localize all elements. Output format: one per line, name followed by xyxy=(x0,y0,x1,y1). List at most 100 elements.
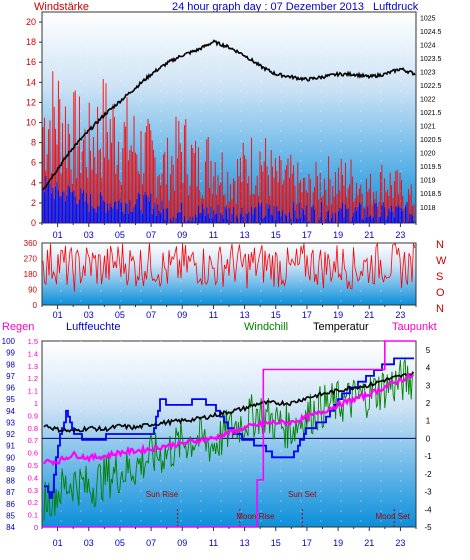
humidity-axis-tick-92: 92 xyxy=(6,430,15,439)
p2-x-tick-label-17: 17 xyxy=(302,310,312,320)
humidity-axis-tick-100: 100 xyxy=(2,337,16,346)
pressure-axis-tick-1019: 1019 xyxy=(420,178,436,185)
p3-x-tick-label-13: 13 xyxy=(240,538,250,548)
humidity-line xyxy=(44,357,414,499)
wind-axis-tick-20: 20 xyxy=(26,17,36,27)
p3-x-tick-label-05: 05 xyxy=(115,538,125,548)
rain-axis-tick-1: 1 xyxy=(34,399,38,408)
dir-axis-tick-360: 360 xyxy=(24,239,38,248)
wind-axis-tick-2: 2 xyxy=(31,198,36,208)
temp-axis-tick--2: -2 xyxy=(424,470,432,479)
p3-x-tick-label-03: 03 xyxy=(84,538,94,548)
temp-axis-tick-4: 4 xyxy=(426,364,431,373)
p1-x-tick-label-05: 05 xyxy=(115,230,125,240)
compass-label-3: O xyxy=(436,287,445,299)
pressure-axis-tick-1022.5: 1022.5 xyxy=(420,83,442,90)
p2-x-tick-label-05: 05 xyxy=(115,310,125,320)
humidity-axis-tick-89: 89 xyxy=(6,465,15,474)
humidity-axis-tick-96: 96 xyxy=(6,384,15,393)
p1-x-tick-label-01: 01 xyxy=(53,230,63,240)
rain-axis-tick-1.5: 1.5 xyxy=(28,337,38,346)
wind-axis-tick-10: 10 xyxy=(26,118,36,128)
wind-axis-tick-16: 16 xyxy=(26,57,36,67)
p2-x-tick-label-09: 09 xyxy=(177,310,187,320)
rain-axis-tick-0.6: 0.6 xyxy=(28,449,38,458)
wind-axis-tick-6: 6 xyxy=(31,158,36,168)
humidity-axis-tick-95: 95 xyxy=(6,395,15,404)
p2-x-tick-label-03: 03 xyxy=(84,310,94,320)
legend-luftfeuchte: Luftfeuchte xyxy=(66,321,120,333)
compass-label-0: N xyxy=(436,239,444,251)
dir-axis-tick-270: 270 xyxy=(24,255,38,264)
humidity-axis-tick-99: 99 xyxy=(6,349,15,358)
humidity-axis-tick-84: 84 xyxy=(6,523,15,532)
humidity-axis-tick-88: 88 xyxy=(6,477,15,486)
p3-x-tick-label-11: 11 xyxy=(209,538,218,548)
humidity-axis-tick-94: 94 xyxy=(6,407,15,416)
pressure-axis-tick-1024: 1024 xyxy=(420,42,436,49)
p3-x-tick-label-07: 07 xyxy=(146,538,156,548)
humidity-axis-tick-86: 86 xyxy=(6,500,15,509)
pressure-axis-tick-1020.5: 1020.5 xyxy=(420,137,442,144)
temp-axis-tick-3: 3 xyxy=(426,381,431,390)
p3-x-tick-label-09: 09 xyxy=(177,538,187,548)
legend-regen: Regen xyxy=(2,321,34,333)
temperature-line xyxy=(43,371,414,434)
humidity-axis-tick-93: 93 xyxy=(6,418,15,427)
wind-axis-tick-0: 0 xyxy=(31,218,36,228)
rain-axis-tick-0.5: 0.5 xyxy=(28,461,38,470)
p3-x-tick-label-15: 15 xyxy=(271,538,281,548)
rain-axis-tick-0.1: 0.1 xyxy=(28,511,38,520)
p2-x-tick-label-23: 23 xyxy=(395,310,405,320)
dir-axis-tick-0: 0 xyxy=(33,301,38,310)
compass-label-4: N xyxy=(436,303,444,315)
wind-axis-tick-18: 18 xyxy=(26,37,36,47)
compass-label-2: S xyxy=(436,271,443,283)
pressure-axis-tick-1018: 1018 xyxy=(420,205,436,212)
p2-x-tick-label-11: 11 xyxy=(209,310,218,320)
p3-x-tick-label-17: 17 xyxy=(302,538,312,548)
humidity-axis-tick-98: 98 xyxy=(6,360,15,369)
p2-x-tick-label-21: 21 xyxy=(364,310,374,320)
temp-axis-tick--4: -4 xyxy=(424,505,432,514)
rain-axis-tick-0.2: 0.2 xyxy=(28,498,38,507)
rain-axis-tick-0.7: 0.7 xyxy=(28,436,38,445)
p1-x-tick-label-15: 15 xyxy=(271,230,281,240)
temp-axis-tick-2: 2 xyxy=(426,399,431,408)
p1-x-tick-label-21: 21 xyxy=(364,230,374,240)
rain-axis-tick-1.3: 1.3 xyxy=(28,362,38,371)
humidity-axis-tick-97: 97 xyxy=(6,372,15,381)
wind-axis-tick-4: 4 xyxy=(31,178,36,188)
p1-x-tick-label-17: 17 xyxy=(302,230,312,240)
humidity-axis-tick-90: 90 xyxy=(6,453,15,462)
p1-x-tick-label-09: 09 xyxy=(177,230,187,240)
legend-windchill: Windchill xyxy=(244,321,288,333)
rain-axis-tick-0.9: 0.9 xyxy=(28,411,38,420)
pressure-axis-tick-1023: 1023 xyxy=(420,70,436,77)
dir-axis-tick-90: 90 xyxy=(28,286,37,295)
p2-x-tick-label-13: 13 xyxy=(240,310,250,320)
right-axis-label: Luftdruck xyxy=(373,1,419,13)
p3-x-tick-label-19: 19 xyxy=(333,538,343,548)
p3-x-tick-label-01: 01 xyxy=(53,538,63,548)
temp-axis-tick-1: 1 xyxy=(426,417,431,426)
rain-axis-tick-1.2: 1.2 xyxy=(28,374,38,383)
annotation-sun-rise: Sun Rise xyxy=(146,490,179,499)
temp-axis-tick--3: -3 xyxy=(424,488,432,497)
humidity-axis-tick-91: 91 xyxy=(6,442,15,451)
legend-taupunkt: Taupunkt xyxy=(392,321,437,333)
pressure-axis-tick-1022: 1022 xyxy=(420,97,436,104)
p1-x-tick-label-03: 03 xyxy=(84,230,94,240)
p2-x-tick-label-15: 15 xyxy=(271,310,281,320)
rain-axis-tick-0.3: 0.3 xyxy=(28,486,38,495)
temp-axis-tick-5: 5 xyxy=(426,346,431,355)
humidity-axis-tick-85: 85 xyxy=(6,511,15,520)
p1-x-tick-label-11: 11 xyxy=(209,230,218,240)
chart-title: 24 hour graph day : 07 Dezember 2013 xyxy=(172,1,364,13)
annotation-moon-rise: Moon Rise xyxy=(236,512,275,521)
pressure-axis-tick-1023.5: 1023.5 xyxy=(420,56,442,63)
p2-x-tick-label-19: 19 xyxy=(333,310,343,320)
wind-direction-line xyxy=(42,242,416,292)
